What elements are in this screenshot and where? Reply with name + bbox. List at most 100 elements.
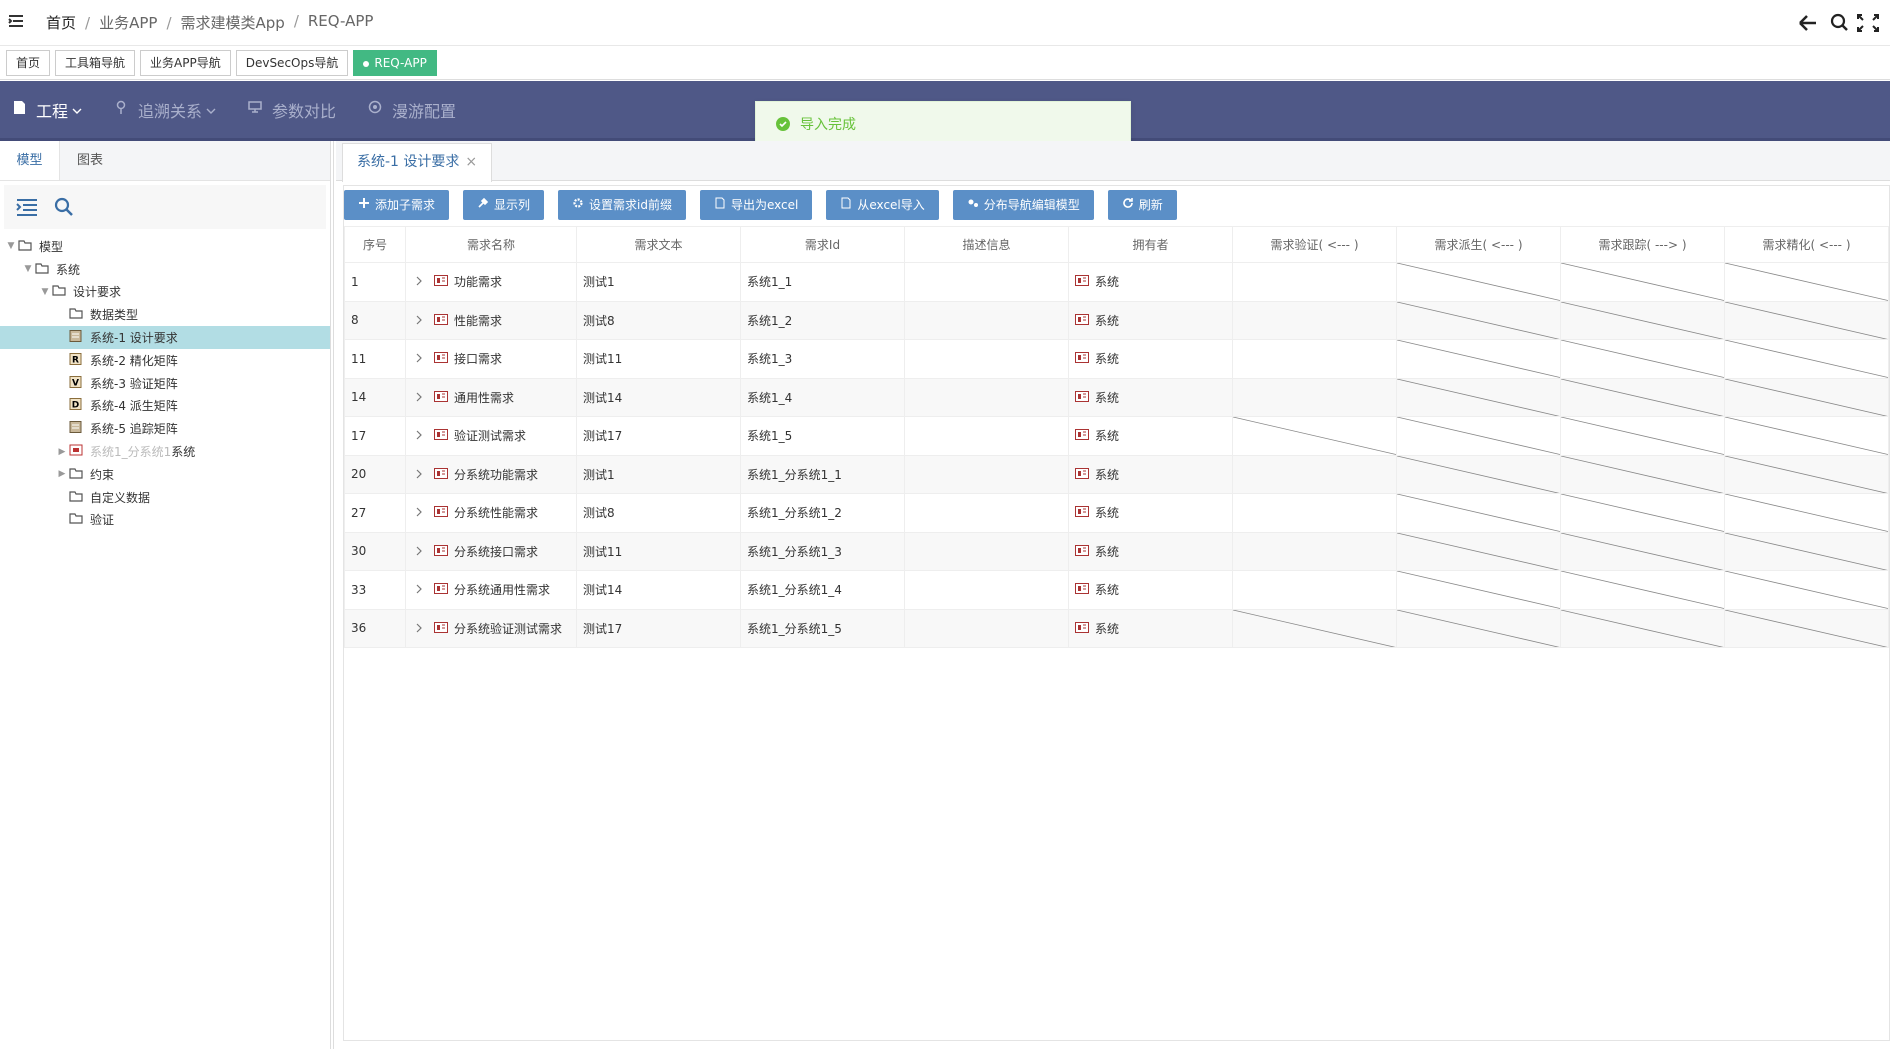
requirement-icon-shape: [434, 621, 448, 633]
table-cell: 通用性需求: [405, 377, 577, 417]
breadcrumb-item[interactable]: REQ-APP: [285, 12, 374, 33]
tag[interactable]: DevSecOps导航: [235, 50, 349, 76]
tree-label: 系统-4 派生矩阵: [90, 399, 178, 414]
expand-arrow[interactable]: [414, 506, 424, 520]
left-tab[interactable]: 图表: [76, 153, 103, 168]
table-cell: 系统1_分系统1_2: [740, 493, 905, 533]
toolbar-button[interactable]: 显示列: [463, 190, 545, 220]
toolbar-button[interactable]: 设置需求id前缀: [558, 190, 686, 220]
expand-arrow[interactable]: [414, 391, 424, 405]
breadcrumb: 首页业务APP需求建模类AppREQ-APP: [46, 12, 373, 33]
table-panel: 添加子需求 显示列 设置需求id前缀 导出为excel 从excel导入 分布导航编辑模型…: [343, 185, 1890, 1041]
table-row[interactable]: 11 接口需求 测试11 系统1_3 系统: [344, 339, 1889, 379]
tree-node[interactable]: ▶ 约束: [0, 463, 330, 486]
table-row[interactable]: 8 性能需求 测试8 系统1_2 系统: [344, 300, 1889, 340]
tree-node[interactable]: ▶ 系统1_分系统1 系统: [0, 440, 330, 463]
table-row[interactable]: 20 分系统功能需求 测试1 系统1_分系统1_1 系统: [344, 454, 1889, 494]
table-cell: 测试14: [576, 377, 741, 417]
doc-tab[interactable]: 系统-1 设计要求: [342, 143, 493, 182]
tree-node[interactable]: 验证: [0, 509, 330, 532]
table-row[interactable]: 36 分系统验证测试需求 测试17 系统1_分系统1_5 系统: [344, 608, 1889, 648]
requirement-icon-shape: [434, 352, 448, 364]
button-icon: [840, 190, 852, 220]
tree-node[interactable]: 系统-1 设计要求: [0, 326, 330, 349]
nav-item[interactable]: 参数对比: [248, 98, 336, 122]
tree-node[interactable]: 系统-5 追踪矩阵: [0, 417, 330, 440]
table-cell: 测试14: [576, 570, 741, 610]
diagonal: [1561, 571, 1724, 609]
tag-label: REQ-APP: [374, 56, 427, 70]
table-row[interactable]: 17 验证测试需求 测试17 系统1_5 系统: [344, 416, 1889, 456]
tag[interactable]: 业务APP导航: [140, 50, 231, 76]
toolbar-button[interactable]: 添加子需求: [344, 190, 450, 220]
tree-node[interactable]: 数据类型: [0, 303, 330, 326]
expand-arrow[interactable]: [414, 429, 424, 443]
cell-text: 系统: [1095, 621, 1120, 636]
table-row[interactable]: 14 通用性需求 测试14 系统1_4 系统: [344, 377, 1889, 417]
cell-text: 系统: [1095, 506, 1120, 521]
table-cell: 系统: [1068, 493, 1233, 533]
tag[interactable]: 首页: [6, 50, 51, 76]
table-row[interactable]: 27 分系统性能需求 测试8 系统1_分系统1_2 系统: [344, 493, 1889, 533]
requirement-icon: [434, 429, 448, 444]
table-cell: [1724, 300, 1889, 340]
tree-node[interactable]: D 系统-4 派生矩阵: [0, 395, 330, 418]
toolbar-button[interactable]: 从excel导入: [826, 190, 939, 220]
breadcrumb-item[interactable]: 业务APP: [76, 12, 157, 33]
nav-item[interactable]: 追溯关系: [114, 98, 216, 122]
nav-icon: [368, 100, 382, 119]
table-cell: [1724, 377, 1889, 417]
expand-arrow[interactable]: [414, 352, 424, 366]
top-icons[interactable]: [1796, 12, 1880, 34]
breadcrumb-item[interactable]: 需求建模类App: [157, 12, 285, 33]
search-icon[interactable]: [54, 197, 74, 217]
expand-arrow[interactable]: [414, 314, 424, 328]
cell-text: 测试14: [583, 583, 623, 598]
menu-icon[interactable]: [8, 13, 26, 31]
table-row[interactable]: 1 功能需求 测试1 系统1_1 系统: [344, 262, 1889, 302]
expand-arrow[interactable]: [414, 275, 424, 289]
header-row: 序号 需求名称 需求文本 需求Id 描述信息 拥有者 需求验证( <--- ) 需求派生( <…: [344, 226, 1889, 263]
cell-text: 系统1_分系统1_5: [747, 621, 842, 636]
tag-label: DevSecOps导航: [245, 56, 339, 70]
button-icon: [967, 190, 979, 220]
cell-text: 系统: [1095, 352, 1120, 367]
tag[interactable]: 工具箱导航: [55, 50, 136, 76]
table-row[interactable]: 33 分系统通用性需求 测试14 系统1_分系统1_4 系统: [344, 570, 1889, 610]
tree-node[interactable]: V 系统-3 验证矩阵: [0, 372, 330, 395]
breadcrumb-item[interactable]: 首页: [46, 14, 77, 32]
expand-arrow[interactable]: [414, 468, 424, 482]
button-label: 分布导航编辑模型: [983, 198, 1080, 212]
tree-node[interactable]: ▼ 系统: [0, 258, 330, 281]
toolbar-button[interactable]: 分布导航编辑模型: [952, 190, 1094, 220]
owner-icon-shape: [1075, 621, 1089, 633]
button-label: 显示列: [494, 198, 531, 212]
chevron: [416, 276, 422, 286]
requirement-icon: [434, 275, 448, 290]
outline-icon[interactable]: [16, 198, 38, 216]
toolbar-button[interactable]: 刷新: [1107, 190, 1177, 220]
tree-node[interactable]: R 系统-2 精化矩阵: [0, 349, 330, 372]
nav-item[interactable]: 工程: [12, 98, 82, 122]
chevron: [416, 507, 422, 517]
table-cell: [1724, 493, 1889, 533]
left-tab[interactable]: 模型: [0, 141, 60, 180]
tag[interactable]: REQ-APP: [353, 50, 437, 76]
tree-node[interactable]: 自定义数据: [0, 486, 330, 509]
expand-arrow[interactable]: [414, 545, 424, 559]
table-cell: [1396, 570, 1561, 610]
table-row[interactable]: 30 分系统接口需求 测试11 系统1_分系统1_3 系统: [344, 531, 1889, 571]
tag-bar: 首页 工具箱导航 业务APP导航 DevSecOps导航 REQ-APP: [0, 47, 1890, 80]
table-cell: 测试17: [576, 416, 741, 456]
table-cell: 14: [344, 377, 406, 417]
expand-arrow[interactable]: [414, 583, 424, 597]
table-cell: 分系统性能需求: [405, 493, 577, 533]
toolbar-button[interactable]: 导出为excel: [699, 190, 813, 220]
right-panel: 系统-1 设计要求 添加子需求 显示列 设置需求id前缀 导出为excel 从excel…: [336, 141, 1890, 1049]
diagonal: [1397, 610, 1560, 648]
tree-node[interactable]: ▼ 模型: [0, 235, 330, 258]
expand-arrow[interactable]: [414, 622, 424, 636]
tree-node[interactable]: ▼ 设计要求: [0, 281, 330, 304]
owner-icon-shape: [1075, 275, 1089, 287]
nav-item[interactable]: 漫游配置: [368, 98, 456, 122]
